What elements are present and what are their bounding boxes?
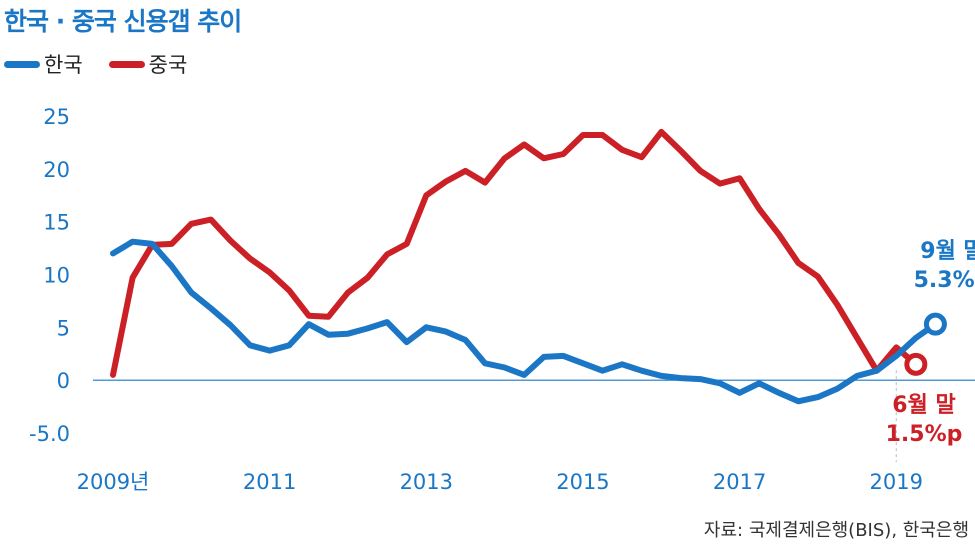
y-tick-label: 15 <box>43 211 70 235</box>
legend: 한국 중국 <box>4 48 187 80</box>
series-line-korea <box>110 238 939 405</box>
y-tick-label: 10 <box>43 264 70 288</box>
x-tick-label: 2019 <box>870 470 923 494</box>
annotations: 9월 말 5.3%p 6월 말 1.5%p <box>886 239 975 447</box>
legend-label-china: 중국 <box>148 53 188 77</box>
x-axis: 2009년 2011 2013 2015 2017 2019 <box>77 470 923 494</box>
y-tick-label: -5.0 <box>29 422 70 446</box>
x-tick-label: 2011 <box>243 470 296 494</box>
annotation-date: 6월 말 <box>892 393 955 418</box>
y-tick-label: 25 <box>43 105 70 129</box>
series-lines <box>110 128 939 405</box>
y-tick-label: 20 <box>43 158 70 182</box>
legend-label-korea: 한국 <box>44 53 83 77</box>
endpoint-marker <box>923 312 947 336</box>
series-line-china <box>110 128 919 378</box>
x-tick-label: 2015 <box>556 470 609 494</box>
annotation-value: 5.3%p <box>914 268 975 293</box>
x-tick-label: 2009년 <box>77 470 150 494</box>
annotation-date: 9월 말 <box>920 239 975 264</box>
legend-item-china: 중국 <box>108 49 188 79</box>
y-axis: 25 20 15 10 5 0 -5.0 <box>29 105 70 446</box>
source-note: 자료: 국제결제은행(BIS), 한국은행 <box>703 520 969 541</box>
legend-swatch-korea <box>4 60 40 68</box>
legend-swatch-china <box>108 60 145 68</box>
x-tick-label: 2013 <box>400 470 453 494</box>
y-tick-label: 0 <box>57 369 70 393</box>
chart-title: 한국 · 중국 신용갭 추이 <box>4 7 242 36</box>
annotation-value: 1.5%p <box>886 422 963 447</box>
legend-item-korea: 한국 <box>4 49 83 79</box>
x-tick-label: 2017 <box>713 470 766 494</box>
y-tick-label: 5 <box>57 316 70 340</box>
endpoint-marker <box>904 352 928 376</box>
